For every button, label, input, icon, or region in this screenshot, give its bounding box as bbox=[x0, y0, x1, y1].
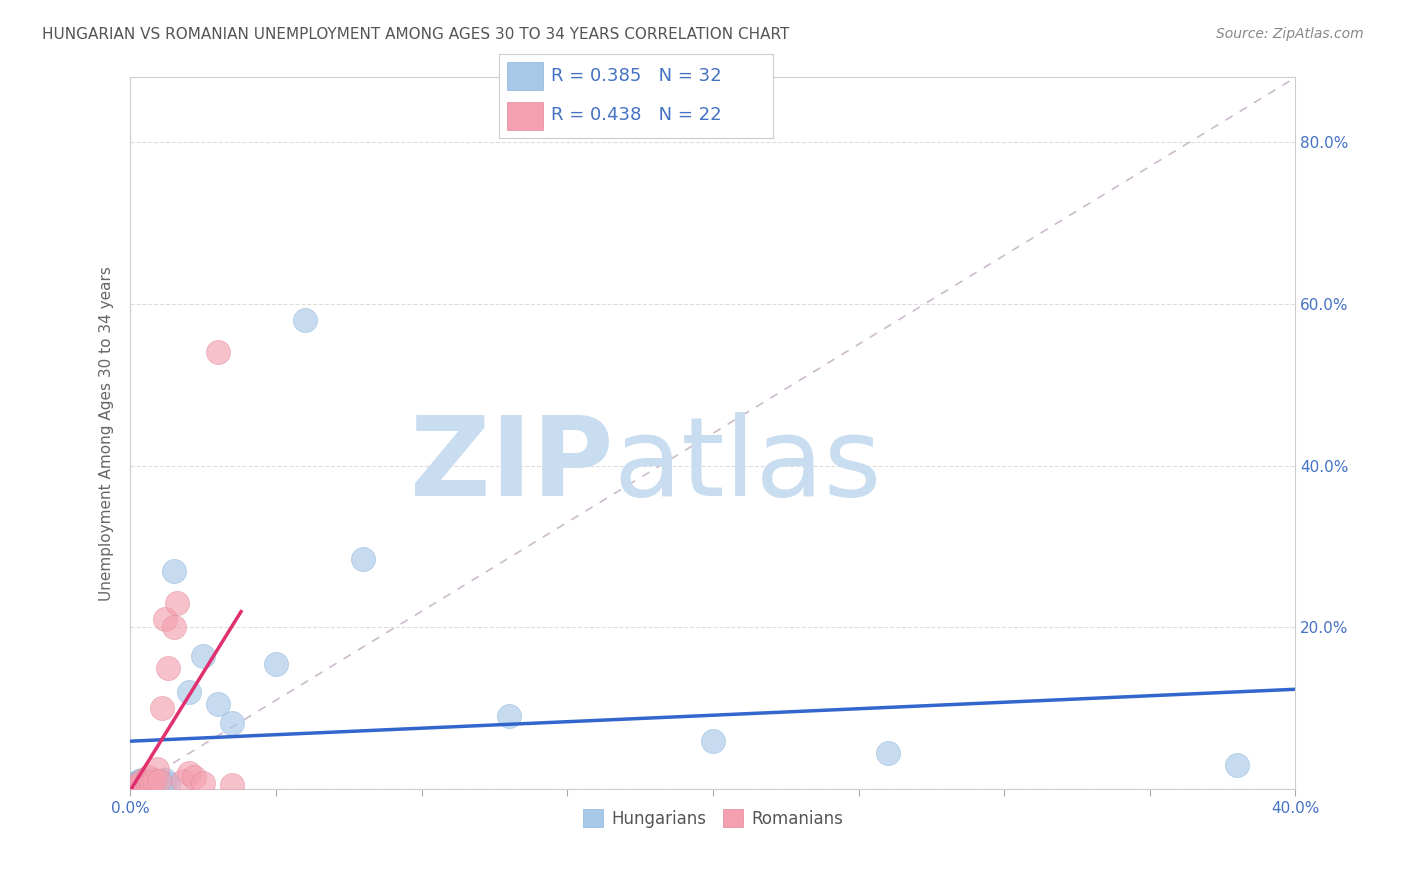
Point bbox=[352, 551, 374, 566]
Point bbox=[122, 778, 145, 792]
Text: R = 0.438   N = 22: R = 0.438 N = 22 bbox=[551, 106, 721, 124]
Point bbox=[128, 779, 150, 793]
Point bbox=[876, 746, 898, 760]
Bar bbox=[508, 62, 543, 90]
Point bbox=[139, 778, 162, 792]
Text: atlas: atlas bbox=[614, 412, 883, 519]
Point bbox=[125, 780, 148, 794]
Point bbox=[145, 762, 167, 776]
Point bbox=[155, 772, 177, 787]
Point bbox=[191, 648, 214, 663]
Point bbox=[163, 620, 186, 634]
Point bbox=[294, 313, 316, 327]
Point bbox=[157, 777, 180, 791]
Point bbox=[139, 775, 162, 789]
Point bbox=[702, 733, 724, 747]
Point bbox=[131, 777, 153, 791]
Point bbox=[148, 774, 170, 789]
Point bbox=[142, 780, 165, 794]
Point bbox=[163, 564, 186, 578]
Point bbox=[125, 776, 148, 790]
Y-axis label: Unemployment Among Ages 30 to 34 years: Unemployment Among Ages 30 to 34 years bbox=[100, 266, 114, 601]
Point bbox=[177, 685, 200, 699]
Point bbox=[136, 776, 159, 790]
Point bbox=[139, 777, 162, 791]
Point bbox=[1226, 758, 1249, 772]
Point bbox=[128, 780, 150, 794]
Text: Source: ZipAtlas.com: Source: ZipAtlas.com bbox=[1216, 27, 1364, 41]
Point bbox=[136, 774, 159, 789]
Point bbox=[264, 657, 287, 671]
Text: HUNGARIAN VS ROMANIAN UNEMPLOYMENT AMONG AGES 30 TO 34 YEARS CORRELATION CHART: HUNGARIAN VS ROMANIAN UNEMPLOYMENT AMONG… bbox=[42, 27, 790, 42]
Point bbox=[498, 709, 520, 723]
Point bbox=[145, 779, 167, 793]
Point bbox=[166, 596, 188, 610]
Point bbox=[183, 770, 205, 784]
Bar bbox=[508, 102, 543, 130]
Point bbox=[155, 612, 177, 626]
Point bbox=[207, 345, 229, 359]
Point bbox=[221, 715, 243, 730]
Text: R = 0.385   N = 32: R = 0.385 N = 32 bbox=[551, 67, 721, 85]
Point bbox=[128, 774, 150, 789]
Point bbox=[131, 774, 153, 789]
Point bbox=[142, 776, 165, 790]
Point bbox=[221, 778, 243, 792]
Point bbox=[177, 766, 200, 780]
Point bbox=[191, 776, 214, 790]
Point bbox=[150, 776, 173, 790]
Text: ZIP: ZIP bbox=[411, 412, 614, 519]
Point bbox=[207, 698, 229, 712]
Legend: Hungarians, Romanians: Hungarians, Romanians bbox=[576, 803, 849, 834]
Point bbox=[125, 778, 148, 792]
Point bbox=[136, 777, 159, 791]
Point bbox=[134, 779, 156, 793]
Point bbox=[150, 701, 173, 715]
Point bbox=[122, 780, 145, 795]
Point bbox=[136, 770, 159, 784]
Point bbox=[172, 774, 194, 789]
Point bbox=[131, 772, 153, 787]
Point bbox=[134, 776, 156, 790]
Point bbox=[157, 661, 180, 675]
Point bbox=[148, 774, 170, 789]
Point bbox=[142, 772, 165, 787]
Point bbox=[134, 779, 156, 793]
